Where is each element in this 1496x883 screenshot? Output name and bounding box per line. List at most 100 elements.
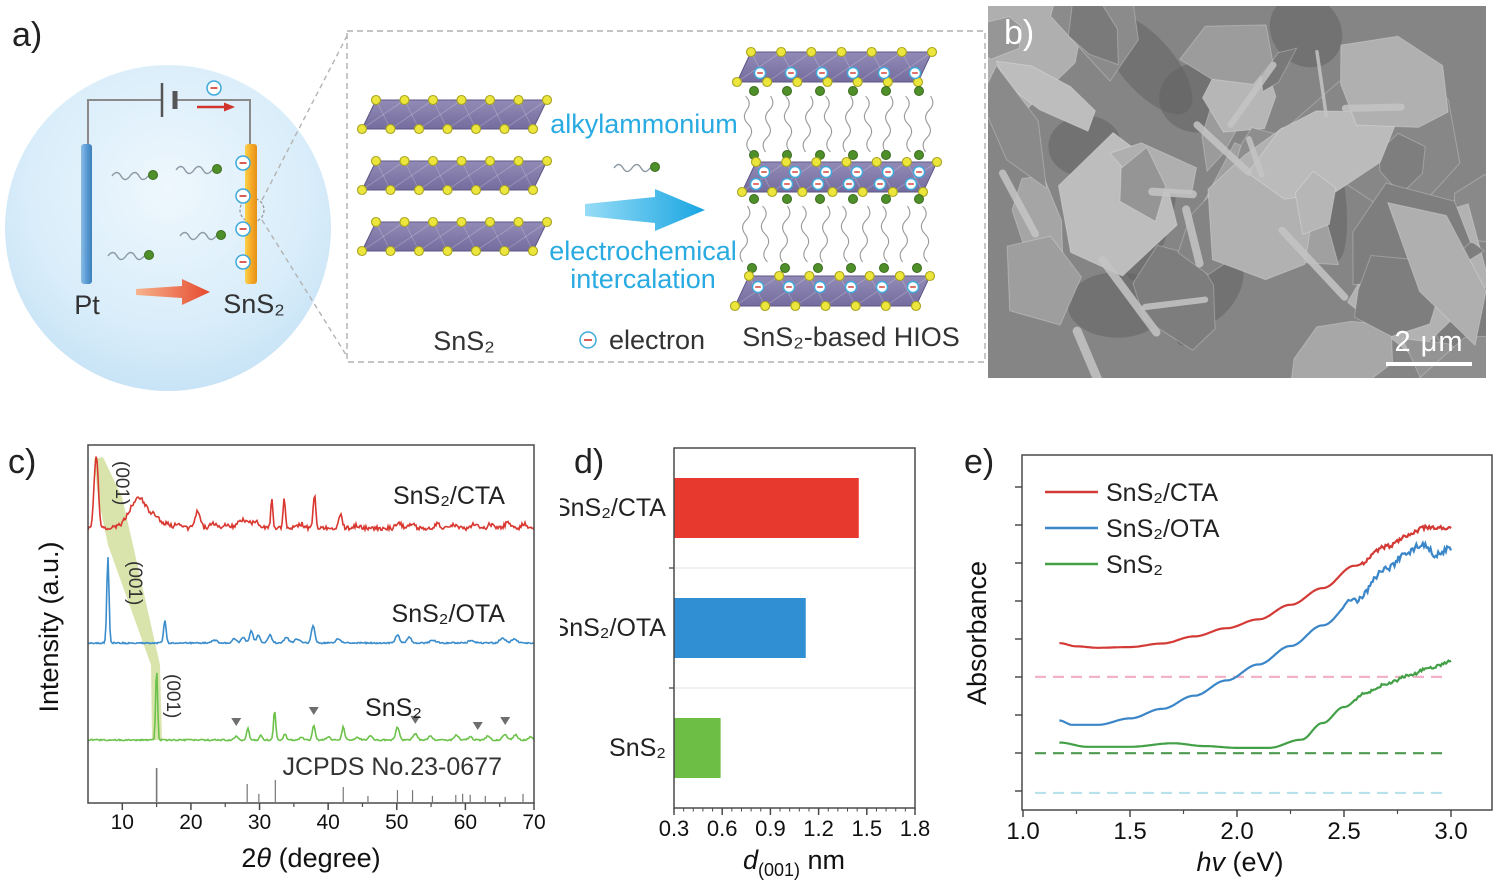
xrd-curve-2	[87, 672, 535, 742]
sem-image: b) 2 μm	[988, 6, 1486, 378]
electrolyte-bath	[5, 65, 331, 391]
xrd-tick-label: 10	[111, 811, 134, 834]
alkyl-chain-icon	[783, 95, 793, 153]
bar-plot-area: SnS₂/CTA SnS₂/OTA SnS₂ 0.3 0.6 0.9 1.2 1.5 1.8	[560, 478, 930, 841]
panel-c-label: c)	[8, 443, 36, 481]
sns2-layer-slab	[356, 155, 553, 196]
panel-a-label: a)	[12, 16, 42, 54]
absorbance-tick-label: 2.0	[1220, 818, 1253, 845]
alkyl-chain-icon	[903, 95, 913, 153]
alkylammonium-molecule-icon	[111, 170, 158, 181]
xrd-tick-label: 70	[522, 811, 545, 834]
alkylammonium-molecule-icon	[613, 162, 660, 173]
bar-tick-label: 0.6	[707, 816, 738, 841]
sns2-electrode	[245, 144, 257, 284]
alkyl-chain-icon	[819, 205, 831, 263]
panel-b-label: b)	[1004, 14, 1035, 52]
alkyl-chain-icon	[802, 95, 814, 153]
electron-icon	[235, 221, 251, 237]
electron-icon	[206, 80, 222, 96]
sem-scale-line	[1386, 362, 1472, 366]
zoom-connector-top	[261, 33, 349, 201]
xrd-y-axis-label: Intensity (a.u.)	[34, 541, 64, 712]
absorbance-curve-0	[1059, 523, 1452, 649]
absorbance-y-axis-label: Absorbance	[962, 561, 992, 705]
alkylammonium-molecule-icon	[107, 250, 154, 261]
absorbance-tick-label: 3.0	[1434, 818, 1467, 845]
alkylammonium-label: alkylammonium	[550, 109, 738, 139]
absorbance-plot-border	[1021, 454, 1493, 811]
jcpds-reference-label: JCPDS No.23-0677	[282, 753, 502, 781]
bar-category-label-0: SnS₂/CTA	[560, 494, 666, 522]
bar-1	[674, 598, 806, 658]
absorbance-tick-label: 1.5	[1113, 818, 1146, 845]
xrd-cta-001-annotation: (001)	[111, 461, 132, 505]
xrd-curve-0	[87, 456, 535, 533]
bar-tick-label: 1.2	[803, 816, 834, 841]
jcpds-reference-sticks	[155, 768, 524, 802]
xrd-tick-label: 30	[248, 811, 271, 834]
sns2-layer-slab	[731, 46, 938, 88]
alkyl-chain-icon	[842, 95, 854, 153]
alkyl-chain-icon	[779, 205, 791, 263]
xrd-tick-label: 40	[316, 811, 339, 834]
electron-icon	[579, 331, 597, 349]
pt-electrode	[81, 144, 92, 284]
alkylammonium-molecule-icon	[175, 164, 222, 175]
process-label-line2: intercalation	[570, 264, 716, 294]
impurity-marker-icons	[231, 706, 511, 730]
sns2-electrode-label: SnS₂	[223, 289, 285, 319]
panel-d-label: d)	[574, 443, 604, 481]
sns2-layers-label: SnS₂	[433, 326, 495, 356]
xrd-tick-label: 20	[179, 811, 202, 834]
bar-x-axis-label: d(001) nm	[743, 845, 845, 880]
bar-tick-label: 0.3	[659, 816, 690, 841]
bar-2	[674, 718, 721, 778]
zoom-connector-bottom	[261, 219, 349, 359]
absorbance-plot-area: SnS₂/CTA SnS₂/OTA SnS₂ 1.0 1.5 2.0 2.5 3.0	[1006, 479, 1467, 845]
electron-legend-label: electron	[609, 325, 705, 355]
alkyl-chain-icon	[800, 205, 810, 263]
xrd-chart: 10 20 30 40 50 60 70 SnS₂/CTA SnS₂/OTA SnS₂ c) In…	[8, 443, 546, 873]
xrd-plot-area: 10 20 30 40 50 60 70 SnS₂/CTA SnS₂/OTA SnS₂	[87, 456, 546, 834]
absorbance-curve-2	[1059, 659, 1452, 749]
alkyl-chain-icon	[880, 205, 890, 263]
xrd-tick-label: 60	[454, 811, 477, 834]
electron-icon	[235, 155, 251, 171]
xrd-plot-border	[87, 444, 535, 804]
sem-scale-bar: 2 μm	[1386, 326, 1472, 366]
pt-electrode-label: Pt	[74, 290, 100, 320]
bar-category-label-1: SnS₂/OTA	[560, 614, 666, 642]
process-label-line1: electrochemical	[549, 236, 737, 266]
xrd-tick-label: 50	[385, 811, 408, 834]
absorbance-tick-label: 1.0	[1006, 818, 1039, 845]
bar-plot-border	[673, 447, 916, 809]
legend-label-2: SnS₂	[1106, 551, 1163, 579]
xrd-sns2-001-annotation: (001)	[162, 674, 183, 718]
electron-icon	[235, 254, 251, 270]
sns2-layer-slab	[736, 156, 943, 198]
circuit-wire	[87, 99, 251, 146]
alkyl-chain-icon	[882, 95, 894, 153]
sem-flakes-graphic	[988, 6, 1486, 378]
panel-a-schematic: a) Pt SnS₂ alkylammonium electrochemical…	[5, 16, 986, 391]
reaction-direction-arrow-icon	[136, 279, 210, 305]
alkyl-chain-icon	[863, 95, 873, 153]
legend-label-0: SnS₂/CTA	[1106, 479, 1218, 507]
alkyl-chain-icon	[922, 95, 934, 153]
bar-0	[674, 478, 859, 538]
xrd-ota-001-annotation: (001)	[124, 561, 145, 605]
legend-label-1: SnS₂/OTA	[1106, 515, 1220, 543]
intercalation-arrow-icon	[585, 189, 705, 231]
xrd-series-label-2: SnS₂	[365, 694, 422, 722]
bar-tick-label: 1.8	[900, 816, 931, 841]
xrd-x-axis-label: 2θ (degree)	[241, 843, 380, 873]
bar-chart: SnS₂/CTA SnS₂/OTA SnS₂ 0.3 0.6 0.9 1.2 1.5 1.8 d…	[560, 443, 930, 880]
alkyl-chain-icon	[760, 205, 770, 263]
bar-category-label-2: SnS₂	[609, 734, 666, 762]
xrd-series-label-1: SnS₂/OTA	[392, 600, 506, 628]
alkyl-chain-icon	[920, 205, 930, 263]
alkyl-chain-icon	[823, 95, 833, 153]
alkyl-chain-icon	[859, 205, 871, 263]
